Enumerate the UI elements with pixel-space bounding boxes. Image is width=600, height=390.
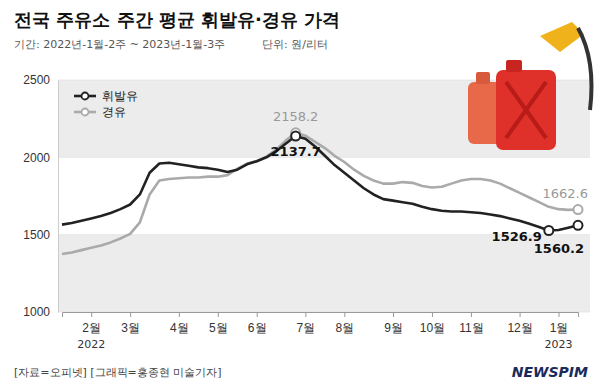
x-tick-mark <box>257 312 258 317</box>
legend-label: 경유 <box>102 105 126 119</box>
marker <box>574 205 583 214</box>
x-tick-label: 6월 <box>248 321 267 335</box>
line-1 <box>62 133 578 254</box>
grid-band <box>58 235 590 312</box>
x-tick: 9월 <box>384 312 403 335</box>
x-tick: 2월 <box>82 312 101 335</box>
data-label: 2158.2 <box>273 109 319 124</box>
x-tick-mark <box>520 312 521 317</box>
hose <box>578 28 592 110</box>
x-tick-label: 12월 <box>507 321 532 335</box>
source: [자료=오피넷] [그래픽=홍종현 미술기자] <box>14 366 222 379</box>
x-tick-label: 7월 <box>297 321 316 335</box>
y-tick-label: 1500 <box>23 228 50 242</box>
marker <box>291 132 300 141</box>
unit-label: 단위: 원/리터 <box>262 38 328 51</box>
x-tick: 11월 <box>459 312 483 335</box>
plot-area <box>62 128 583 254</box>
x-axis-line <box>63 313 579 318</box>
data-label: 2137.7 <box>271 144 321 159</box>
x-tick-mark <box>218 312 219 317</box>
y-tick: 2000 <box>23 151 58 165</box>
data-labels: 2158.21662.62137.71526.91560.2 <box>271 109 588 256</box>
grid-line <box>58 157 590 158</box>
x-tick: 10월 <box>420 312 445 335</box>
legend-item: 경유 <box>74 105 126 119</box>
year-label: 2022 <box>77 338 105 351</box>
x-tick-label: 8월 <box>335 321 354 335</box>
x-tick-mark <box>344 312 345 317</box>
x-tick-mark <box>432 312 433 317</box>
x-tick: 6월 <box>248 312 267 335</box>
x-tick-label: 3월 <box>121 321 140 335</box>
x-tick-label: 4월 <box>170 321 189 335</box>
x-tick-mark <box>471 312 472 317</box>
x-tick-mark <box>305 312 306 317</box>
year-label: 2023 <box>545 338 573 351</box>
nozzle <box>540 22 584 52</box>
legend-marker <box>82 109 89 116</box>
marker <box>574 221 583 230</box>
marker <box>544 226 553 235</box>
x-tick-label: 10월 <box>420 321 445 335</box>
x-axis: 2월 3월 4월 5월 6월 7월 8월 9월 10월 11월 12월 1월 <box>63 312 579 335</box>
can-mark <box>506 82 546 138</box>
legend-item: 휘발유 <box>74 89 138 103</box>
x-tick: 4월 <box>170 312 189 335</box>
x-tick-mark <box>559 312 560 317</box>
can <box>496 70 556 150</box>
x-tick-label: 9월 <box>384 321 403 335</box>
x-tick: 5월 <box>209 312 228 335</box>
x-tick-label: 5월 <box>209 321 228 335</box>
y-tick-label: 2500 <box>23 73 50 87</box>
fuel-can-icon <box>468 22 592 150</box>
y-tick: 1000 <box>23 305 58 319</box>
x-tick-label: 2월 <box>82 321 101 335</box>
brand: NEWSPIM <box>512 364 588 380</box>
x-tick: 1월 <box>550 312 569 335</box>
can-cap <box>506 60 522 72</box>
x-tick-mark <box>179 312 180 317</box>
y-axis-line <box>58 81 59 313</box>
legend-marker <box>82 93 89 100</box>
data-label: 1662.6 <box>543 186 589 201</box>
x-tick-label: 1월 <box>550 321 569 335</box>
x-tick: 12월 <box>507 312 532 335</box>
x-tick-mark <box>130 312 131 317</box>
data-label: 1560.2 <box>534 241 584 256</box>
x-tick: 7월 <box>297 312 316 335</box>
x-tick-label: 11월 <box>459 321 483 335</box>
legend: 휘발유경유 <box>74 89 138 119</box>
can-cap <box>476 72 490 84</box>
title: 전국 주유소 주간 평균 휘발유·경유 가격 <box>14 9 340 30</box>
subtitle: 기간: 2022년-1월-2주 ~ 2023년-1월-3주 <box>14 38 225 51</box>
line-0 <box>62 136 578 230</box>
y-tick-label: 1000 <box>23 305 50 319</box>
y-tick: 1500 <box>23 228 58 242</box>
x-tick-mark <box>393 312 394 317</box>
chart: 전국 주유소 주간 평균 휘발유·경유 가격기간: 2022년-1월-2주 ~ … <box>0 0 600 390</box>
x-tick: 3월 <box>121 312 140 335</box>
y-tick-label: 2000 <box>23 151 50 165</box>
legend-label: 휘발유 <box>102 89 138 103</box>
x-tick-mark <box>91 312 92 317</box>
y-tick: 2500 <box>23 73 58 87</box>
x-tick: 8월 <box>335 312 354 335</box>
y-axis: 1000 1500 2000 2500 <box>23 73 58 319</box>
